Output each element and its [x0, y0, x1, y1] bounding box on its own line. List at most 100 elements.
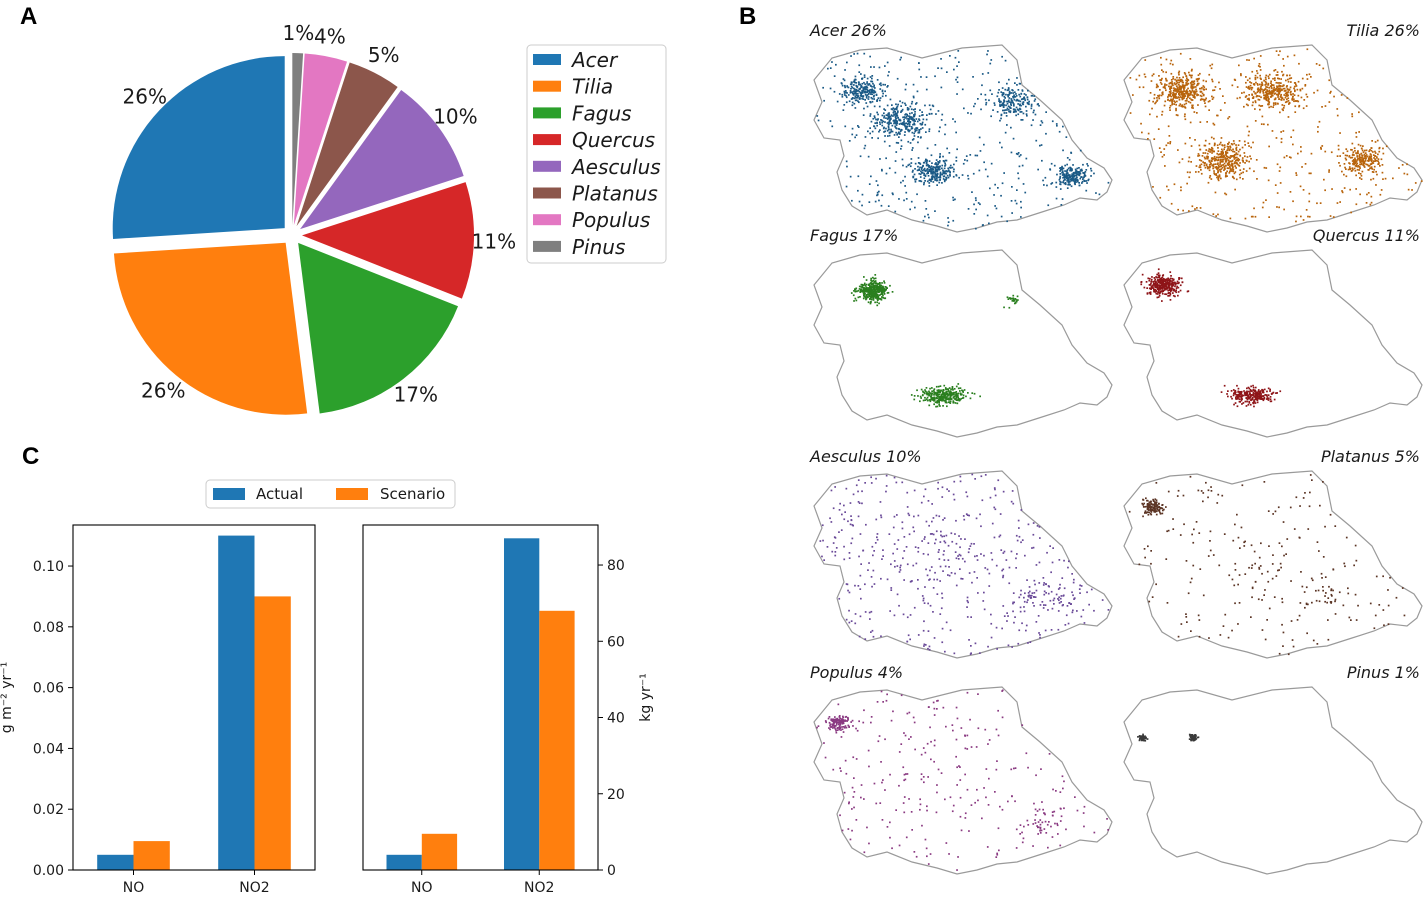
- map-point: [880, 287, 883, 289]
- map-point: [1016, 153, 1019, 156]
- map-point: [1247, 104, 1249, 107]
- map-point: [1069, 178, 1072, 181]
- map-point: [1252, 393, 1255, 395]
- map-point: [915, 118, 918, 120]
- map-point: [1282, 109, 1284, 112]
- map-point: [1179, 103, 1182, 105]
- map-point: [1161, 92, 1164, 94]
- map-point: [1161, 284, 1163, 287]
- map-point: [889, 98, 892, 101]
- map-point: [1259, 87, 1262, 90]
- map-point: [1270, 392, 1273, 395]
- map-point: [942, 175, 945, 178]
- map-point: [933, 399, 935, 402]
- map-point: [971, 473, 974, 476]
- map-point: [872, 279, 875, 282]
- map-point: [1194, 86, 1197, 88]
- map-point: [1273, 69, 1275, 72]
- map-point: [1241, 398, 1243, 400]
- map-point: [1152, 186, 1154, 188]
- map-point: [1012, 111, 1015, 113]
- map-point: [1160, 278, 1162, 280]
- map-point: [1005, 93, 1007, 96]
- map-point: [1267, 387, 1270, 390]
- map-point: [993, 102, 996, 104]
- map-point: [955, 385, 958, 388]
- map-point: [863, 107, 865, 110]
- map-point: [1176, 97, 1178, 99]
- map-point: [946, 71, 948, 73]
- map-point: [897, 142, 900, 144]
- map-point: [935, 163, 938, 166]
- map-point: [952, 196, 954, 199]
- map-point: [848, 100, 851, 103]
- map-point: [1272, 91, 1274, 94]
- map-point: [923, 174, 925, 176]
- map-point: [1237, 387, 1240, 390]
- map-point: [1345, 168, 1347, 170]
- map-point: [1244, 573, 1247, 575]
- map-point: [950, 391, 952, 394]
- map-point: [895, 107, 898, 109]
- map-point: [1069, 183, 1071, 186]
- map-point: [1062, 167, 1065, 170]
- map-outline-tilia: [1123, 44, 1423, 233]
- map-point: [1300, 96, 1303, 99]
- map-point: [1033, 95, 1035, 97]
- map-point: [1167, 287, 1170, 289]
- map-point: [966, 599, 969, 602]
- map-point: [1197, 82, 1200, 85]
- map-point: [873, 287, 875, 290]
- map-point: [1239, 401, 1241, 403]
- map-point: [910, 116, 913, 119]
- map-point: [1204, 157, 1207, 160]
- map-point: [1238, 165, 1241, 167]
- map-point: [871, 85, 873, 88]
- map-point: [1233, 153, 1236, 156]
- map-point: [1177, 291, 1180, 293]
- map-point: [1320, 148, 1322, 150]
- map-point: [945, 159, 948, 162]
- map-point: [888, 167, 891, 170]
- map-point: [914, 113, 916, 115]
- map-point: [885, 117, 887, 119]
- map-point: [932, 168, 934, 171]
- map-point: [1337, 144, 1340, 147]
- map-point: [1183, 72, 1186, 74]
- map-point: [929, 578, 931, 581]
- map-point: [1364, 155, 1367, 158]
- map-point: [1174, 290, 1177, 293]
- map-point: [861, 289, 863, 292]
- map-point: [1194, 91, 1197, 94]
- map-point: [1295, 220, 1297, 223]
- map-point: [1242, 171, 1244, 174]
- map-point: [1066, 168, 1069, 171]
- map-point: [1000, 113, 1003, 116]
- map-point: [1279, 90, 1281, 92]
- map-point: [1072, 609, 1074, 612]
- map-point: [930, 172, 932, 175]
- map-point: [868, 90, 871, 93]
- map-point: [855, 99, 858, 102]
- map-point: [938, 399, 941, 402]
- map-point: [1157, 506, 1159, 509]
- map-point: [1196, 93, 1198, 96]
- map-point: [1173, 82, 1176, 84]
- map-point: [914, 162, 917, 165]
- map-point: [1281, 85, 1284, 88]
- map-point: [1220, 153, 1222, 155]
- map-point: [1025, 157, 1028, 160]
- map-point: [910, 102, 913, 105]
- map-point: [1032, 522, 1035, 524]
- map-point: [1268, 216, 1270, 218]
- map-point: [900, 147, 902, 150]
- map-point: [1152, 280, 1155, 283]
- map-point: [1265, 167, 1268, 169]
- map-point: [1017, 103, 1019, 105]
- map-point: [1060, 204, 1063, 206]
- map-point: [1232, 176, 1234, 179]
- map-point: [1278, 92, 1281, 95]
- map-point: [885, 127, 887, 130]
- map-point: [872, 569, 875, 572]
- map-point: [1223, 384, 1226, 387]
